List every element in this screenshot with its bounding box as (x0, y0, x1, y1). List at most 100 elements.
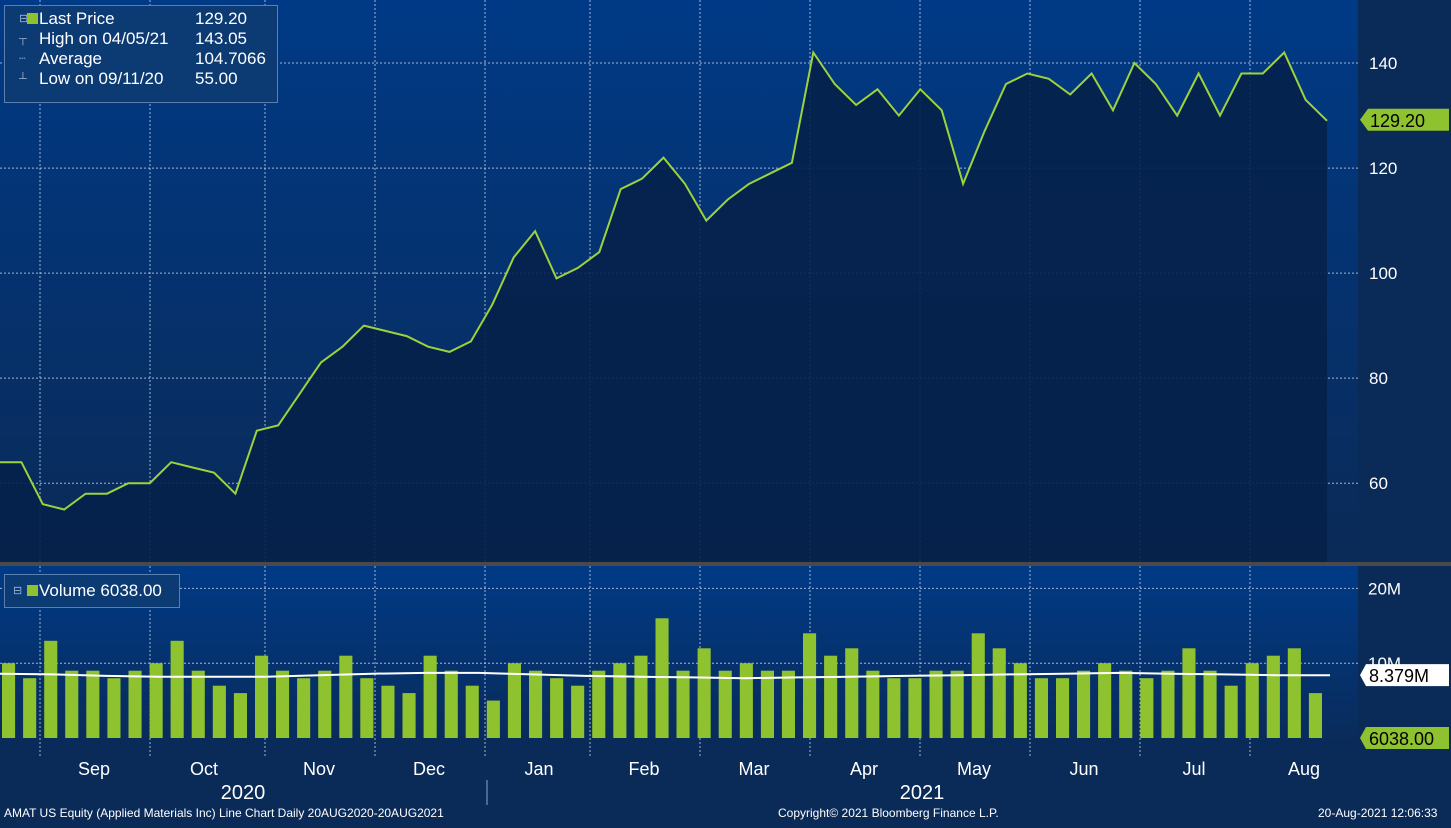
volume-bar (1266, 655, 1280, 738)
month-label: Jul (1182, 759, 1205, 779)
volume-bar (1245, 663, 1259, 738)
year-label: 2020 (221, 782, 266, 804)
volume-bar (444, 670, 458, 738)
volume-bar (191, 670, 205, 738)
volume-bar (781, 670, 795, 738)
panel-divider[interactable] (0, 562, 1451, 566)
volume-bar (1119, 670, 1133, 738)
legend-swatch-icon (27, 13, 38, 24)
year-label: 2021 (900, 782, 945, 804)
month-label: Sep (78, 759, 110, 779)
legend-low: ┴ Low on 09/11/20 55.00 (5, 69, 277, 89)
volume-bar (571, 685, 585, 738)
legend-value: 55.00 (195, 69, 238, 88)
collapse-icon[interactable]: ⊟ (13, 585, 23, 597)
volume-bar (381, 685, 395, 738)
volume-bar (550, 678, 564, 738)
volume-average-line (0, 671, 1330, 680)
volume-bar (1224, 685, 1238, 738)
volume-bar (529, 670, 543, 738)
month-label: Jan (524, 759, 553, 779)
legend-value: 143.05 (195, 29, 247, 48)
price-area-fill (0, 52, 1327, 562)
volume-bar (866, 670, 880, 738)
volume-bar (676, 670, 690, 738)
price-tick-label: 140 (1369, 54, 1397, 73)
volume-bar (128, 670, 142, 738)
month-label: Nov (303, 759, 335, 779)
volume-bar (1203, 670, 1217, 738)
volume-bar (824, 655, 838, 738)
high-marker-icon: ┬ (19, 33, 27, 45)
volume-bar (255, 655, 269, 738)
legend-label: High on 04/05/21 (39, 29, 169, 48)
volume-bar (908, 678, 922, 738)
volume-bar (845, 648, 859, 738)
legend-average: ┄ Average 104.7066 (5, 49, 277, 69)
volume-bar (634, 655, 648, 738)
legend-high: ┬ High on 04/05/21 143.05 (5, 29, 277, 49)
price-tick-label: 80 (1369, 369, 1388, 388)
last-price-tag (1360, 108, 1449, 131)
volume-bar (803, 633, 817, 738)
volume-bar (1140, 678, 1154, 738)
volume-bar (212, 685, 226, 738)
volume-bar (1077, 670, 1091, 738)
volume-last-tag (1360, 727, 1449, 749)
footer-security: AMAT US Equity (Applied Materials Inc) L… (4, 806, 444, 820)
volume-bar (44, 640, 58, 738)
month-label: Feb (628, 759, 659, 779)
volume-bar (360, 678, 374, 738)
month-label: Aug (1288, 759, 1320, 779)
volume-bar (297, 678, 311, 738)
legend-swatch-icon (27, 585, 38, 596)
volume-bar (697, 648, 711, 738)
price-tick-label: 100 (1369, 264, 1397, 283)
volume-last-tag-label: 6038.00 (1369, 729, 1434, 749)
volume-bar (971, 633, 985, 738)
volume-bar (402, 693, 416, 738)
volume-legend[interactable]: ⊟ Volume 6038.00 (4, 574, 180, 608)
volume-bar (887, 678, 901, 738)
footer-timestamp: 20-Aug-2021 12:06:33 (1318, 806, 1438, 820)
month-label: Apr (850, 759, 878, 779)
price-legend[interactable]: ⊟ Last Price 129.20 ┬ High on 04/05/21 1… (4, 5, 278, 103)
collapse-icon[interactable]: ⊟ (19, 13, 29, 25)
volume-bar (23, 678, 37, 738)
month-label: Oct (190, 759, 218, 779)
volume-bar (65, 670, 79, 738)
volume-bar (423, 655, 437, 738)
timeline-area (0, 756, 1451, 806)
month-label: Mar (739, 759, 770, 779)
volume-bar (760, 670, 774, 738)
volume-bar (929, 670, 943, 738)
volume-bar (1182, 648, 1196, 738)
price-tick-label: 120 (1369, 159, 1397, 178)
last-price-tag-label: 129.20 (1370, 111, 1425, 131)
footer-copyright: Copyright© 2021 Bloomberg Finance L.P. (778, 806, 999, 820)
volume-bar (170, 640, 184, 738)
volume-legend-label: Volume 6038.00 (39, 581, 162, 600)
legend-value: 129.20 (195, 9, 247, 28)
volume-bar (739, 663, 753, 738)
volume-bar (465, 685, 479, 738)
volume-bar (1308, 693, 1322, 738)
volume-bar (486, 700, 500, 738)
volume-bar (86, 670, 100, 738)
average-marker-icon: ┄ (19, 53, 26, 65)
volume-bar (992, 648, 1006, 738)
volume-bar (613, 663, 627, 738)
volume-bar (339, 655, 353, 738)
legend-label: Average (39, 49, 103, 68)
volume-bar (1098, 663, 1112, 738)
legend-label: Low on 09/11/20 (39, 69, 164, 88)
footer-bar (0, 805, 1451, 823)
legend-value: 104.7066 (195, 49, 266, 68)
volume-bar (233, 693, 247, 738)
volume-bar (1034, 678, 1048, 738)
volume-tick-label: 20M (1368, 579, 1401, 598)
legend-label: Last Price (39, 9, 115, 28)
volume-bar (149, 663, 163, 738)
